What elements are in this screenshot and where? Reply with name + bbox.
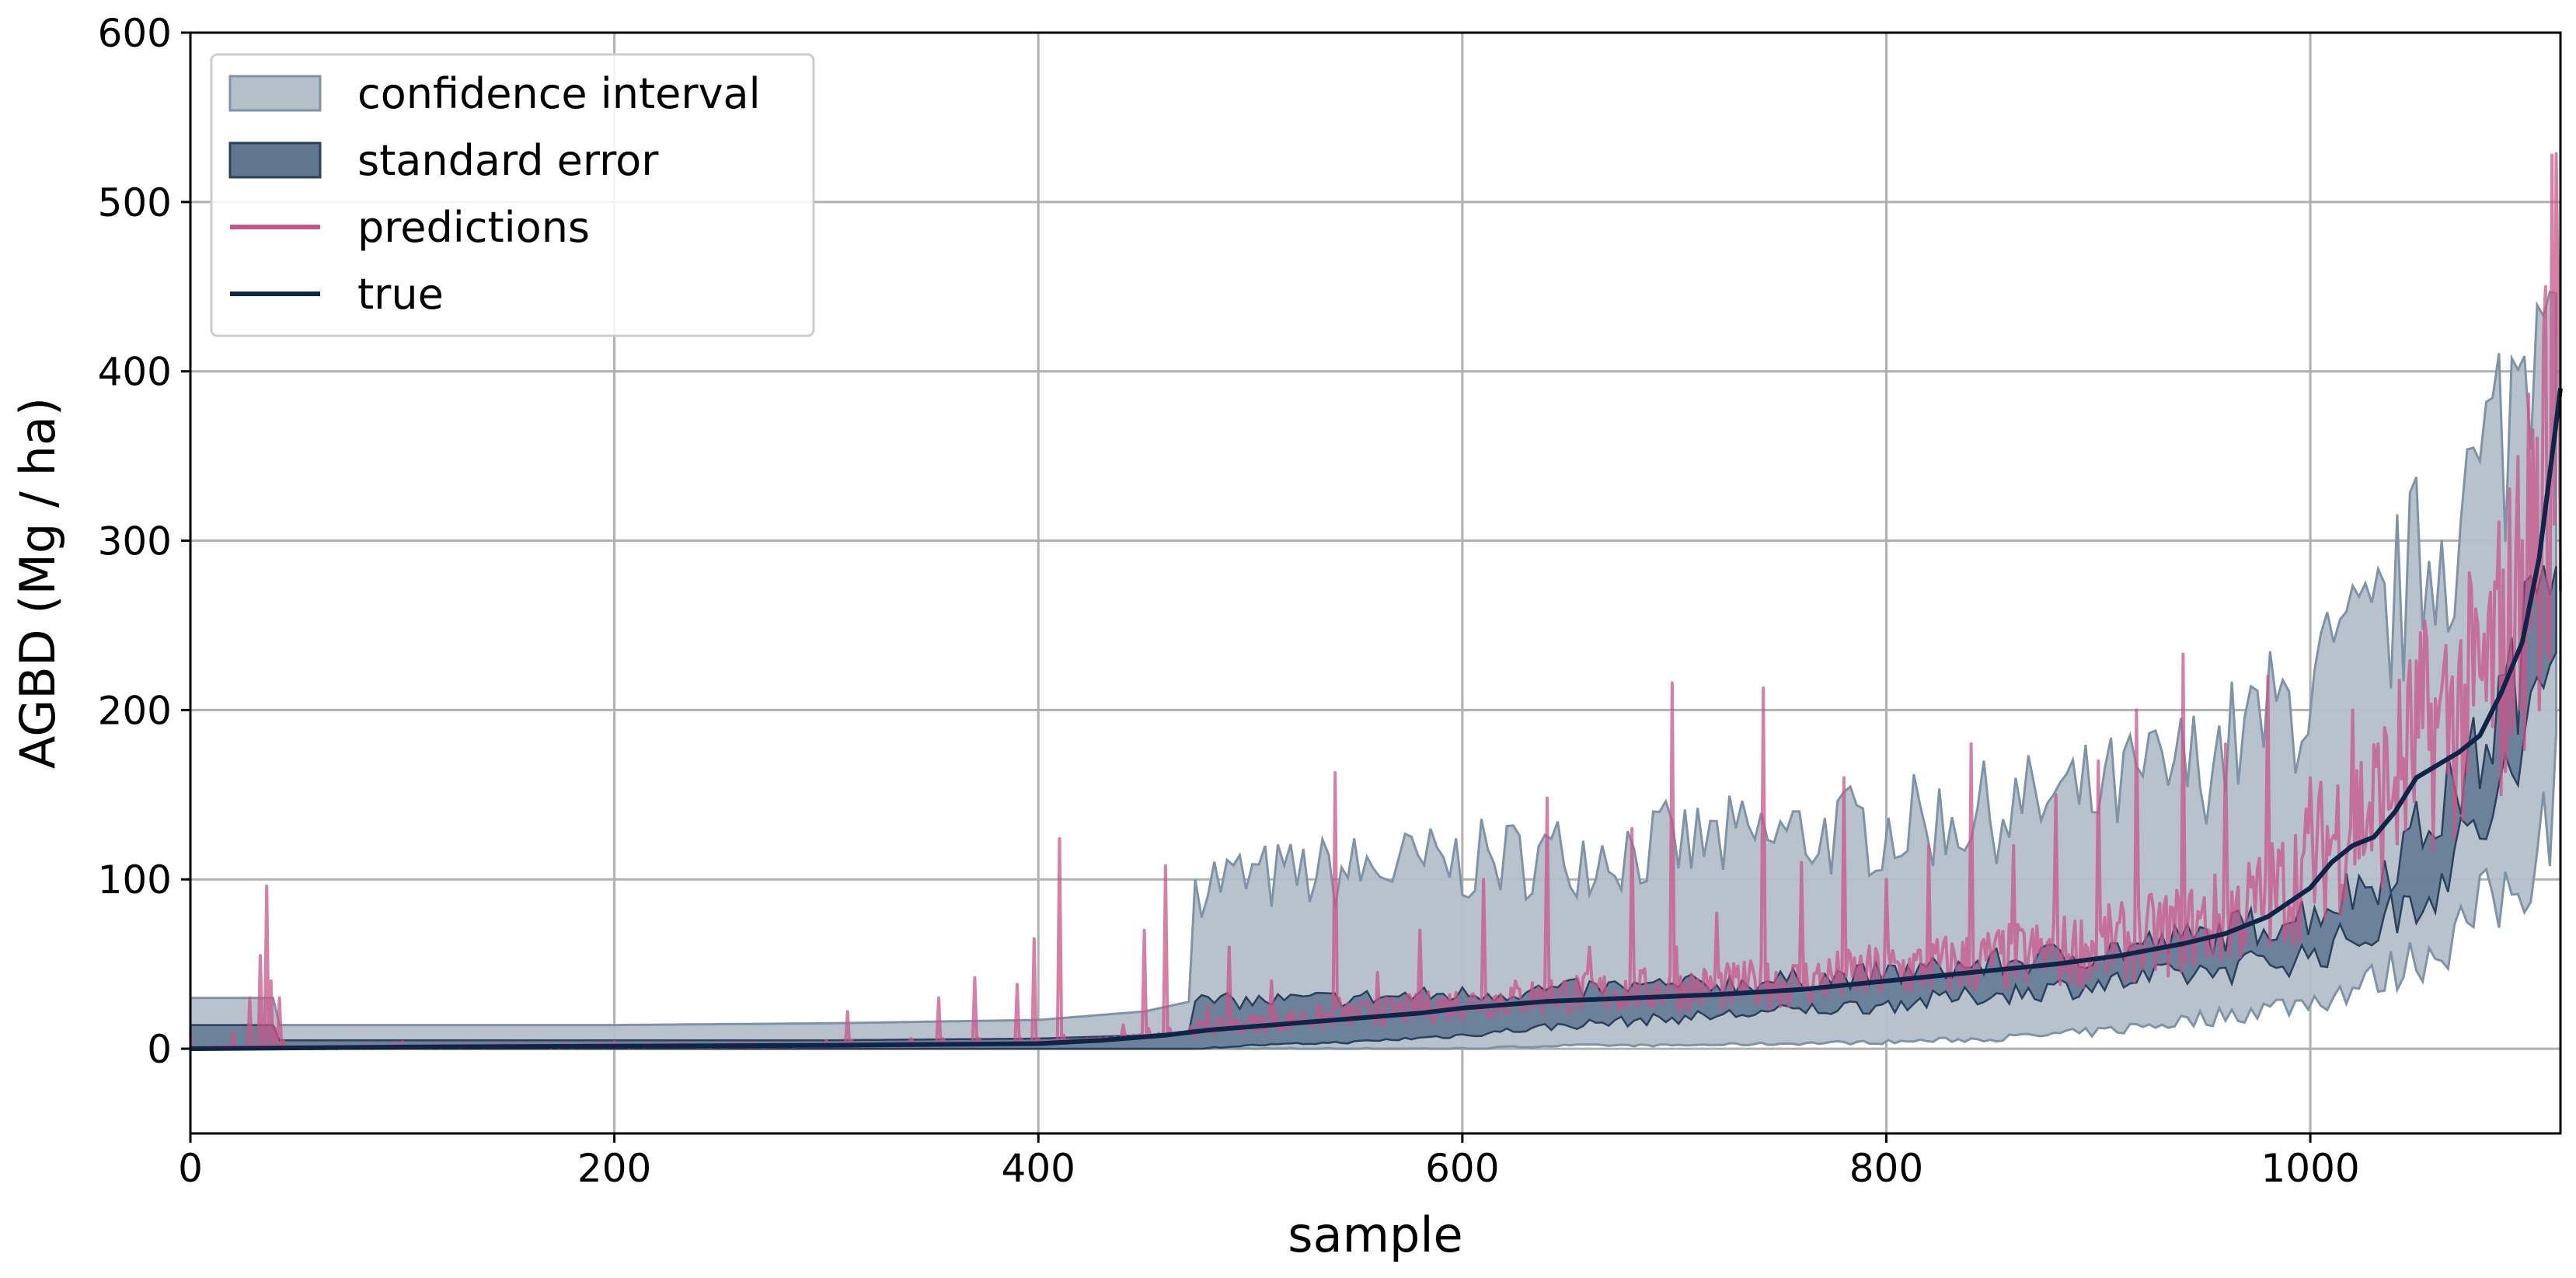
y-tick-label: 400 [98,350,172,395]
legend-item: true [230,270,444,319]
legend-label: standard error [357,136,659,185]
y-tick-label: 0 [147,1027,172,1072]
x-axis-ticks: 0 200 400 600 800 1000 [178,1133,2360,1191]
y-tick-label: 600 [98,11,172,56]
y-tick-label: 100 [98,857,172,903]
legend: confidence interval standard error predict… [210,53,815,337]
y-tick-label: 200 [98,688,172,733]
x-tick-label: 200 [577,1146,651,1191]
legend-swatch-standard-error [228,141,322,179]
x-tick-label: 1000 [2261,1146,2359,1191]
y-tick-label: 500 [98,180,172,225]
legend-label: predictions [357,203,590,252]
x-axis-label: sample [1288,1206,1462,1263]
legend-label: true [357,270,444,319]
x-tick-label: 600 [1425,1146,1499,1191]
plot-frame [189,31,2562,1135]
legend-box [210,53,815,337]
legend-swatch-confidence-interval [228,75,322,112]
y-axis-ticks: 0 100 200 300 400 500 600 [98,11,190,1072]
grid [189,31,2560,1133]
x-tick-label: 400 [1002,1146,1075,1191]
true-series-path [190,388,2563,1052]
true-line [190,388,2563,1052]
legend-item: standard error [228,136,659,185]
x-tick-label: 800 [1849,1146,1923,1191]
legend-item: confidence interval [228,69,761,118]
legend-item: predictions [230,203,590,252]
legend-label: confidence interval [357,69,761,118]
y-axis-label: AGBD (Mg / ha) [9,397,66,769]
y-tick-label: 300 [98,519,172,564]
x-tick-label: 0 [178,1146,203,1191]
